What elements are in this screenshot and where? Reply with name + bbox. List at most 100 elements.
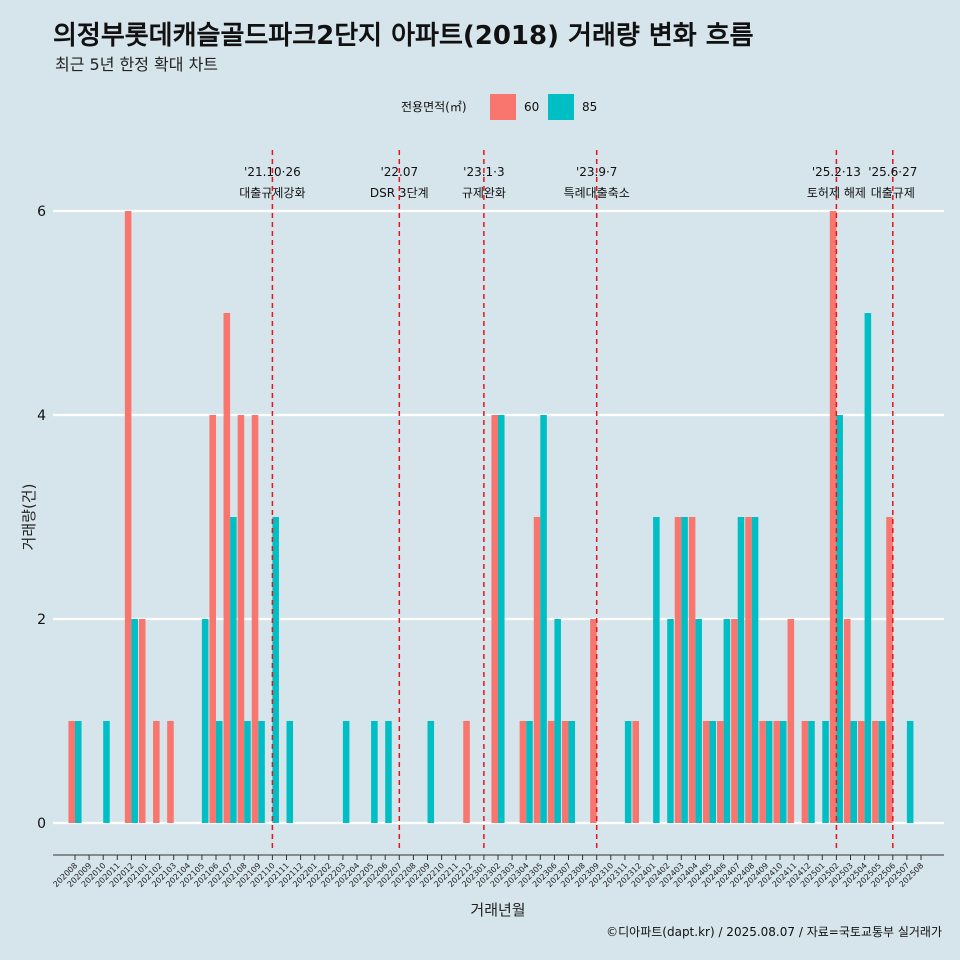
x-axis-title: 거래년월 xyxy=(470,901,525,919)
event-label-2: 규제완화 xyxy=(462,186,506,200)
event-label-1: DSR 3단계 xyxy=(370,186,429,200)
bar-85-202507 xyxy=(906,721,914,823)
bar-85-202306 xyxy=(554,619,561,823)
bar-60-202406 xyxy=(717,721,724,823)
y-tick-0: 0 xyxy=(37,816,46,832)
bar-85-202408 xyxy=(751,517,759,823)
bar-85-202502 xyxy=(836,415,843,823)
bar-85-202504 xyxy=(864,313,872,823)
bar-85-202410 xyxy=(780,721,787,823)
legend-label-60: 60 xyxy=(524,100,539,114)
bar-85-202505 xyxy=(878,721,886,823)
bar-60-202305 xyxy=(533,517,541,823)
bar-60-202405 xyxy=(702,721,710,823)
bar-85-202105 xyxy=(201,619,209,823)
event-lines xyxy=(271,150,894,850)
bar-60-202304 xyxy=(519,721,527,823)
bar-85-202401 xyxy=(653,517,660,823)
bar-85-202109 xyxy=(258,721,265,823)
event-label-0: 대출규제강화 xyxy=(239,186,305,200)
bar-85-202012 xyxy=(131,619,138,823)
bar-85-202403 xyxy=(681,517,688,823)
legend-swatch-60 xyxy=(490,94,516,120)
bar-60-202302 xyxy=(491,415,498,823)
bar-85-202412 xyxy=(808,721,815,823)
chart-subtitle: 최근 5년 한정 확대 차트 xyxy=(55,55,218,74)
bar-85-202203 xyxy=(342,721,350,823)
bar-85-202402 xyxy=(667,619,674,823)
bar-85-202108 xyxy=(244,721,251,823)
event-label-3: 특례대출축소 xyxy=(564,186,630,200)
bar-60-202403 xyxy=(674,517,682,823)
bar-60-202408 xyxy=(745,517,752,823)
bar-60-202505 xyxy=(872,721,879,823)
legend-label-85: 85 xyxy=(582,100,597,114)
bar-85-202407 xyxy=(737,517,745,823)
x-axis: 2020082020092020102020112020122021012021… xyxy=(51,854,944,889)
event-date-4: '25.2·13 xyxy=(812,165,861,179)
bar-85-202008 xyxy=(75,721,82,823)
bar-85-202404 xyxy=(695,619,702,823)
event-label-4: 토허제 해제 xyxy=(807,186,866,200)
bar-85-202302 xyxy=(498,415,505,823)
event-date-3: '23.9·7 xyxy=(576,165,617,179)
bar-85-202311 xyxy=(624,721,632,823)
bar-85-202405 xyxy=(709,721,717,823)
bar-60-202212 xyxy=(463,721,470,823)
event-date-1: '22.07 xyxy=(380,165,418,179)
bar-60-202502 xyxy=(829,211,837,823)
bar-85-202205 xyxy=(371,721,378,823)
bar-60-202503 xyxy=(843,619,851,823)
bar-85-202206 xyxy=(385,721,392,823)
bar-85-202406 xyxy=(723,619,731,823)
bar-60-202411 xyxy=(787,619,795,823)
bar-85-202106 xyxy=(216,721,223,823)
y-axis-title: 거래량(건) xyxy=(20,484,38,551)
bar-60-202108 xyxy=(237,415,245,823)
bar-60-202103 xyxy=(167,721,174,823)
bar-60-202412 xyxy=(801,721,809,823)
bar-85-202107 xyxy=(230,517,237,823)
bar-60-202404 xyxy=(688,517,696,823)
bar-85-202305 xyxy=(540,415,547,823)
bar-85-202209 xyxy=(427,721,435,823)
bar-85-202304 xyxy=(526,721,533,823)
bar-85-202110 xyxy=(272,517,279,823)
bar-85-202307 xyxy=(568,721,576,823)
legend-title: 전용면적(㎡) xyxy=(401,100,467,114)
bar-60-202106 xyxy=(209,415,216,823)
bar-60-202307 xyxy=(561,721,569,823)
bar-60-202410 xyxy=(773,721,780,823)
event-annotations: '21.10·26 대출규제강화 '22.07 DSR 3단계 '23.1·3 규제완화 '… xyxy=(239,165,917,200)
bar-60-202109 xyxy=(251,415,259,823)
event-date-0: '21.10·26 xyxy=(244,165,301,179)
bar-60-202012 xyxy=(124,211,132,823)
y-tick-6: 6 xyxy=(37,204,46,220)
legend-swatch-85 xyxy=(548,94,574,120)
bar-60-202008 xyxy=(68,721,75,823)
chart-title: 의정부롯데캐슬골드파크2단지 아파트(2018) 거래량 변화 흐름 xyxy=(53,21,754,51)
bar-85-202111 xyxy=(286,721,294,823)
bar-60-202306 xyxy=(547,721,555,823)
event-label-5: 대출규제 xyxy=(871,186,915,200)
bar-60-202409 xyxy=(759,721,766,823)
y-tick-2: 2 xyxy=(37,612,46,628)
bar-85-202010 xyxy=(103,721,110,823)
bar-60-202107 xyxy=(223,313,231,823)
bar-85-202501 xyxy=(822,721,829,823)
legend: 전용면적(㎡) 60 85 xyxy=(401,94,597,120)
bar-60-202506 xyxy=(886,517,893,823)
event-date-2: '23.1·3 xyxy=(463,165,504,179)
bar-60-202504 xyxy=(858,721,865,823)
y-axis-ticks: 0 2 4 6 xyxy=(37,204,46,832)
y-tick-4: 4 xyxy=(37,408,46,424)
bars xyxy=(68,211,914,823)
bar-60-202101 xyxy=(138,619,146,823)
bar-60-202309 xyxy=(590,619,597,823)
bar-60-202407 xyxy=(731,619,738,823)
bar-85-202503 xyxy=(850,721,858,823)
event-date-5: '25.6·27 xyxy=(868,165,917,179)
bar-85-202409 xyxy=(765,721,773,823)
bar-60-202312 xyxy=(632,721,639,823)
bar-60-202102 xyxy=(153,721,160,823)
